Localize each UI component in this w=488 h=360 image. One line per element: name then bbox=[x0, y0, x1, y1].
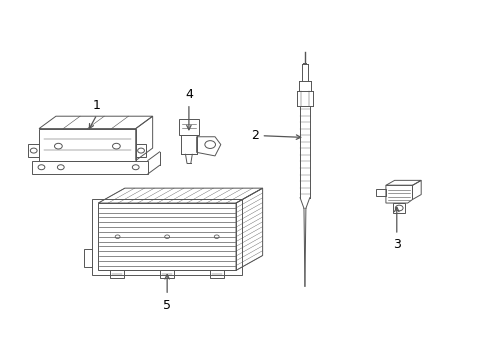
Text: 2: 2 bbox=[251, 129, 259, 142]
Text: 1: 1 bbox=[93, 99, 101, 112]
Text: 3: 3 bbox=[392, 238, 400, 252]
Text: 5: 5 bbox=[163, 299, 171, 312]
Text: 4: 4 bbox=[184, 88, 192, 101]
